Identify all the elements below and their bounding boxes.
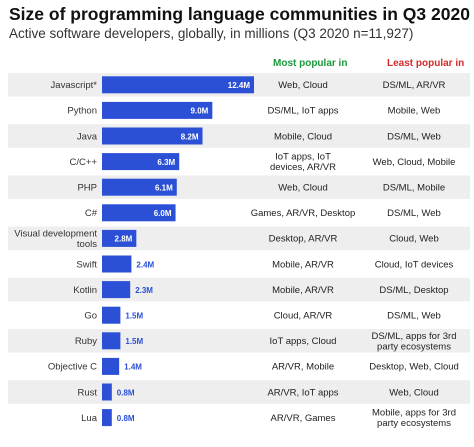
- most-popular-text: Cloud, AR/VR: [274, 311, 333, 322]
- value-label: 2.3M: [135, 286, 153, 295]
- category-label: C#: [85, 208, 98, 219]
- least-popular-text: DS/ML, Mobile: [383, 183, 445, 194]
- least-popular-text: DS/ML, Web: [387, 131, 441, 142]
- least-popular-text: Desktop, Web, Cloud: [369, 362, 459, 373]
- category-label: Java: [77, 131, 98, 142]
- value-label: 6.1M: [155, 184, 173, 193]
- category-label: C/C++: [70, 157, 98, 168]
- least-popular-text: Cloud, IoT devices: [375, 259, 454, 270]
- category-label: Go: [84, 311, 97, 322]
- chart-subtitle: Active software developers, globally, in…: [9, 26, 414, 41]
- value-label: 6.0M: [154, 209, 172, 218]
- most-popular-text: IoT apps, IoT devices, AR/VR: [270, 152, 336, 174]
- value-label: 1.5M: [125, 312, 143, 321]
- most-popular-text: AR/VR, Games: [271, 413, 336, 424]
- bar: [102, 383, 112, 401]
- row-band: [8, 329, 470, 353]
- value-label: 0.8M: [117, 414, 135, 423]
- least-popular-text: DS/ML, apps for 3rd party ecosystems: [371, 331, 456, 353]
- most-popular-text: Desktop, AR/VR: [269, 234, 338, 245]
- category-label: Rust: [77, 387, 97, 398]
- category-label: Python: [67, 106, 97, 117]
- least-popular-text: DS/ML, Desktop: [379, 285, 448, 296]
- bar: [102, 178, 177, 196]
- value-label: 1.4M: [124, 363, 142, 372]
- value-label: 0.8M: [117, 388, 135, 397]
- most-popular-text: Mobile, AR/VR: [272, 285, 334, 296]
- row-band: [8, 380, 470, 404]
- value-label: 2.8M: [115, 235, 133, 244]
- bar: [102, 204, 176, 222]
- least-popular-text: Cloud, Web: [389, 234, 438, 245]
- value-label: 8.2M: [181, 132, 199, 141]
- least-popular-text: Mobile, apps for 3rd party ecosystems: [372, 408, 456, 430]
- bar: [102, 127, 203, 145]
- bar: [102, 332, 121, 350]
- most-popular-text: Web, Cloud: [278, 80, 327, 91]
- category-label: Objective C: [48, 362, 97, 373]
- most-popular-text: IoT apps, Cloud: [270, 336, 337, 347]
- least-popular-text: Web, Cloud, Mobile: [373, 157, 456, 168]
- value-label: 9.0M: [191, 107, 209, 116]
- least-popular-text: DS/ML, AR/VR: [383, 80, 446, 91]
- bar: [102, 281, 131, 299]
- most-popular-text: DS/ML, IoT apps: [267, 106, 338, 117]
- value-label: 6.3M: [157, 158, 175, 167]
- bar: [102, 101, 213, 119]
- category-label: Lua: [81, 413, 98, 424]
- category-label: Kotlin: [73, 285, 97, 296]
- bar: [102, 306, 121, 324]
- bar: [102, 255, 132, 273]
- bar: [102, 357, 120, 375]
- value-label: 1.5M: [125, 337, 143, 346]
- value-label: 2.4M: [136, 260, 154, 269]
- category-label: Ruby: [75, 336, 97, 347]
- least-popular-header: Least popular in: [387, 58, 465, 69]
- most-popular-text: AR/VR, IoT apps: [267, 387, 338, 398]
- most-popular-header: Most popular in: [273, 58, 348, 69]
- bar: [102, 153, 180, 171]
- chart-title: Size of programming language communities…: [9, 4, 470, 24]
- least-popular-text: DS/ML, Web: [387, 311, 441, 322]
- bar: [102, 229, 137, 247]
- bar: [102, 409, 112, 427]
- category-label: Swift: [76, 259, 97, 270]
- least-popular-text: Mobile, Web: [388, 106, 441, 117]
- most-popular-text: Mobile, Cloud: [274, 131, 332, 142]
- category-label: Visual development tools: [14, 228, 97, 250]
- most-popular-text: Web, Cloud: [278, 183, 327, 194]
- least-popular-text: Web, Cloud: [389, 387, 438, 398]
- most-popular-text: Mobile, AR/VR: [272, 259, 334, 270]
- category-label: Javascript*: [51, 80, 98, 91]
- most-popular-text: Games, AR/VR, Desktop: [251, 208, 356, 219]
- category-label: PHP: [77, 183, 97, 194]
- most-popular-text: AR/VR, Mobile: [272, 362, 334, 373]
- bar: [102, 76, 254, 94]
- value-label: 12.4M: [228, 81, 251, 90]
- least-popular-text: DS/ML, Web: [387, 208, 441, 219]
